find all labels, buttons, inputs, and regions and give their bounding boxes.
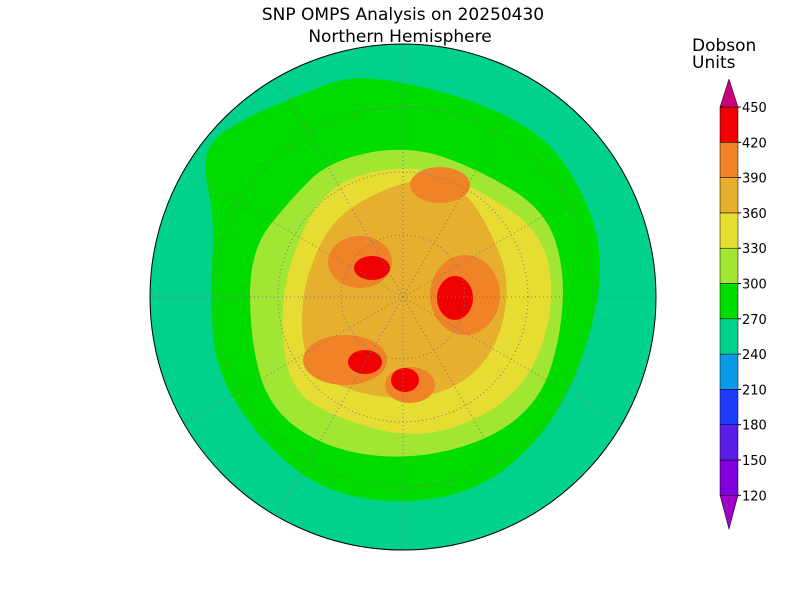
- title: SNP OMPS Analysis on 20250430: [262, 5, 544, 25]
- colorbar-segment: [719, 283, 739, 320]
- colorbar-tick-label: 150: [742, 454, 767, 469]
- colorbar-tick-label: 240: [742, 348, 767, 363]
- colorbar-extend-low: [719, 495, 739, 531]
- map-border: [149, 43, 657, 551]
- latitude-line: [340, 234, 466, 360]
- colorbar-segment: [719, 212, 739, 249]
- colorbar-unit: Dobson: [692, 36, 756, 56]
- contour-region: [391, 368, 419, 392]
- contour-region: [348, 350, 382, 374]
- colorbar-segment: [719, 318, 739, 355]
- colorbar-tick-label: 450: [742, 101, 767, 116]
- colorbar-tick-label: 390: [742, 172, 767, 187]
- colorbar-tick-label: 180: [742, 419, 767, 434]
- contour-region: [410, 167, 470, 203]
- colorbar-tick-label: 120: [742, 489, 767, 504]
- colorbar-tick-label: 210: [742, 383, 767, 398]
- colorbar: 120 150 180 210 240 270 300 330 360 390 420 450: [719, 78, 767, 531]
- subtitle: Northern Hemisphere: [308, 27, 491, 47]
- colorbar-segment: [719, 389, 739, 425]
- colorbar-segment: [719, 142, 739, 178]
- colorbar-segment: [719, 353, 739, 390]
- map: [150, 44, 656, 550]
- colorbar-segment: [719, 177, 739, 214]
- colorbar-unit: Units: [692, 53, 736, 73]
- colorbar-segment: [719, 424, 739, 461]
- colorbar-extend-high: [719, 78, 739, 108]
- contour-region: [437, 276, 473, 320]
- colorbar-tick-label: 270: [742, 313, 767, 328]
- contour-region: [354, 256, 390, 280]
- colorbar-tick-label: 330: [742, 242, 767, 257]
- colorbar-tick-label: 300: [742, 278, 767, 293]
- colorbar-segment: [719, 106, 739, 143]
- latitude-line: [212, 106, 594, 488]
- colorbar-tick-label: 420: [742, 136, 767, 151]
- colorbar-segment: [719, 459, 739, 496]
- colorbar-segment: [719, 247, 739, 284]
- colorbar-tick-label: 360: [742, 207, 767, 222]
